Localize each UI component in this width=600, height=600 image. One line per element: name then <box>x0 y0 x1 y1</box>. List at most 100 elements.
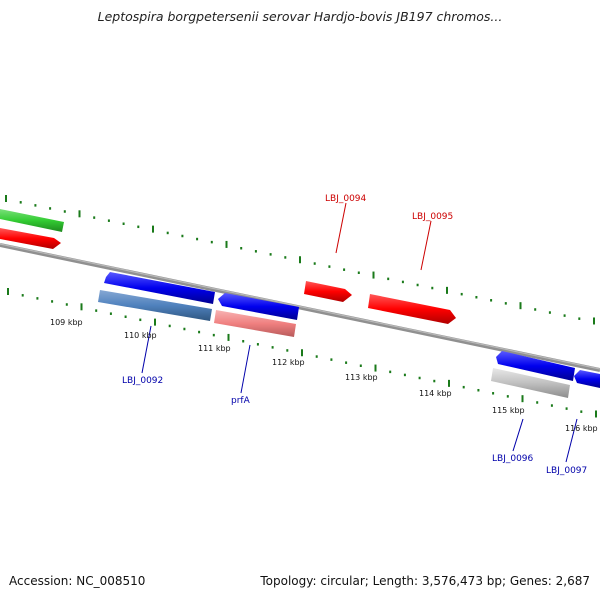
track-dot <box>578 317 581 320</box>
track-dot <box>109 312 112 315</box>
track-dot <box>477 388 480 392</box>
track-dash <box>521 395 524 403</box>
forward-cds-feature-lbj-0094[interactable] <box>304 281 352 302</box>
track-dot <box>433 379 436 383</box>
track-dash <box>595 410 597 418</box>
track-dot <box>460 292 463 296</box>
track-dot <box>343 268 346 271</box>
track-dot <box>534 308 537 311</box>
track-dot <box>36 297 39 300</box>
track-dash <box>299 256 301 264</box>
track-dot <box>563 314 566 317</box>
track-dot <box>196 237 199 241</box>
track-dash <box>448 379 450 387</box>
track-dot <box>49 207 52 210</box>
track-dot <box>139 318 142 322</box>
leader-line <box>420 220 432 271</box>
gene-label-lbj-0096[interactable]: LBJ_0096 <box>492 454 534 464</box>
track-dot <box>242 339 245 343</box>
gene-label-lbj-0095[interactable]: LBJ_0095 <box>412 212 453 222</box>
track-dot <box>122 222 125 225</box>
track-dot <box>124 315 127 318</box>
track-dot <box>475 295 478 299</box>
track-dot <box>271 346 274 349</box>
gene-label-prfa[interactable]: prfA <box>231 396 251 406</box>
track-dot <box>389 370 392 374</box>
track-dot <box>462 385 465 389</box>
gene-label-lbj-0092[interactable]: LBJ_0092 <box>122 376 163 386</box>
track-dot <box>34 204 37 207</box>
track-dash <box>593 317 595 325</box>
leader-line <box>512 418 524 452</box>
track-dot <box>315 355 318 358</box>
track-dot <box>345 361 348 364</box>
track-dash <box>227 333 230 341</box>
scale-tick-label: 110 kbp <box>124 331 157 340</box>
track-dot <box>63 210 66 213</box>
leader-line <box>240 344 251 394</box>
track-dot <box>401 280 404 284</box>
forward-cds-feature[interactable] <box>0 228 61 249</box>
track-dot <box>212 333 215 337</box>
track-dot <box>269 253 272 256</box>
track-dot <box>506 395 509 398</box>
track-dash <box>372 271 375 279</box>
track-dot <box>550 404 553 407</box>
scale-tick-label: 109 kbp <box>50 318 83 327</box>
track-dot <box>418 376 421 380</box>
track-dot <box>403 373 406 377</box>
outer-dot-track <box>5 195 595 325</box>
pseudo-forward-feature[interactable] <box>214 310 296 337</box>
reverse-cds-feature-lbj-0096[interactable] <box>496 351 575 381</box>
track-dash <box>7 288 9 295</box>
scale-tick-label: 111 kbp <box>198 344 231 353</box>
track-dot <box>359 364 362 367</box>
gene-label-lbj-0097[interactable]: LBJ_0097 <box>546 466 587 476</box>
scale-tick-label: 115 kbp <box>492 406 525 415</box>
track-dot <box>330 358 333 361</box>
gene-label-lbj-0094[interactable]: LBJ_0094 <box>325 194 367 204</box>
track-dot <box>357 271 360 274</box>
rna-gene-feature[interactable] <box>0 209 64 232</box>
leader-line <box>335 202 347 254</box>
reverse-cds-feature-lbj-0097[interactable] <box>574 370 600 388</box>
track-dot <box>328 265 331 268</box>
track-dot <box>548 311 551 314</box>
track-dot <box>168 324 171 328</box>
pseudo-reverse-feature[interactable] <box>98 290 212 321</box>
track-dash <box>301 349 303 357</box>
track-dash <box>446 286 448 294</box>
backbone-line <box>0 243 600 372</box>
reverse-cds-feature-prfa[interactable] <box>218 293 299 320</box>
forward-cds-feature-lbj-0095[interactable] <box>368 294 456 324</box>
reverse-cds-feature[interactable] <box>104 272 215 304</box>
scale-tick-label: 112 kbp <box>272 358 305 367</box>
inner-dot-track <box>7 288 597 418</box>
backbone-highlight <box>0 243 600 370</box>
track-dash <box>152 225 154 233</box>
track-dot <box>313 262 316 265</box>
track-dash <box>78 210 81 218</box>
track-dot <box>416 283 419 287</box>
track-dash <box>5 195 7 202</box>
track-dot <box>65 303 68 306</box>
track-dash <box>374 364 377 372</box>
track-dot <box>431 286 434 290</box>
track-dot <box>93 216 96 219</box>
track-dot <box>490 299 493 302</box>
scale-tick-label: 114 kbp <box>419 389 452 398</box>
accession-label: Accession: NC_008510 <box>9 574 146 588</box>
track-dot <box>565 407 568 410</box>
leader-line <box>141 325 152 374</box>
track-dot <box>284 256 287 259</box>
scale-tick-label: 113 kbp <box>345 373 378 382</box>
track-dash <box>519 302 522 310</box>
track-dot <box>580 410 583 413</box>
track-dot <box>256 343 259 346</box>
leader-line <box>565 418 578 463</box>
other-feature[interactable] <box>491 368 570 398</box>
track-dot <box>504 302 507 305</box>
track-dot <box>240 246 243 250</box>
